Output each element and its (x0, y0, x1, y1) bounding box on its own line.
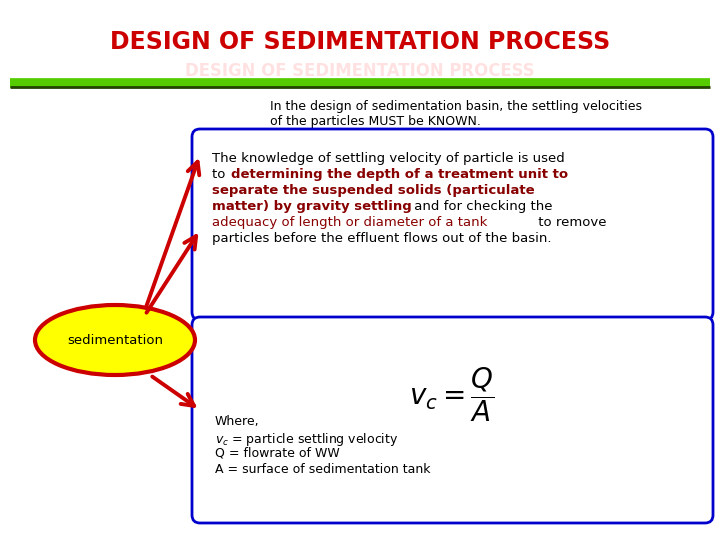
Text: sedimentation: sedimentation (67, 334, 163, 347)
Text: Q = flowrate of WW: Q = flowrate of WW (215, 447, 340, 460)
Text: to: to (212, 168, 230, 181)
Text: particles before the effluent flows out of the basin.: particles before the effluent flows out … (212, 232, 552, 245)
Text: DESIGN OF SEDIMENTATION PROCESS: DESIGN OF SEDIMENTATION PROCESS (110, 30, 610, 54)
Text: $v_c$ = particle settling velocity: $v_c$ = particle settling velocity (215, 431, 398, 448)
Text: matter) by gravity settling: matter) by gravity settling (212, 200, 412, 213)
Text: The knowledge of settling velocity of particle is used: The knowledge of settling velocity of pa… (212, 152, 564, 165)
Text: DESIGN OF SEDIMENTATION PROCESS: DESIGN OF SEDIMENTATION PROCESS (185, 62, 535, 80)
Text: to remove: to remove (534, 216, 606, 229)
Text: adequacy of length or diameter of a tank: adequacy of length or diameter of a tank (212, 216, 487, 229)
Text: separate the suspended solids (particulate: separate the suspended solids (particula… (212, 184, 535, 197)
Text: In the design of sedimentation basin, the settling velocities: In the design of sedimentation basin, th… (270, 100, 642, 113)
Text: Where,: Where, (215, 415, 260, 428)
Ellipse shape (35, 305, 195, 375)
Text: of the particles MUST be KNOWN.: of the particles MUST be KNOWN. (270, 115, 481, 128)
FancyBboxPatch shape (192, 129, 713, 320)
Text: $v_c = \dfrac{Q}{A}$: $v_c = \dfrac{Q}{A}$ (409, 365, 495, 424)
Text: determining the depth of a treatment unit to: determining the depth of a treatment uni… (231, 168, 568, 181)
FancyBboxPatch shape (192, 317, 713, 523)
Text: and for checking the: and for checking the (410, 200, 552, 213)
Text: A = surface of sedimentation tank: A = surface of sedimentation tank (215, 463, 431, 476)
